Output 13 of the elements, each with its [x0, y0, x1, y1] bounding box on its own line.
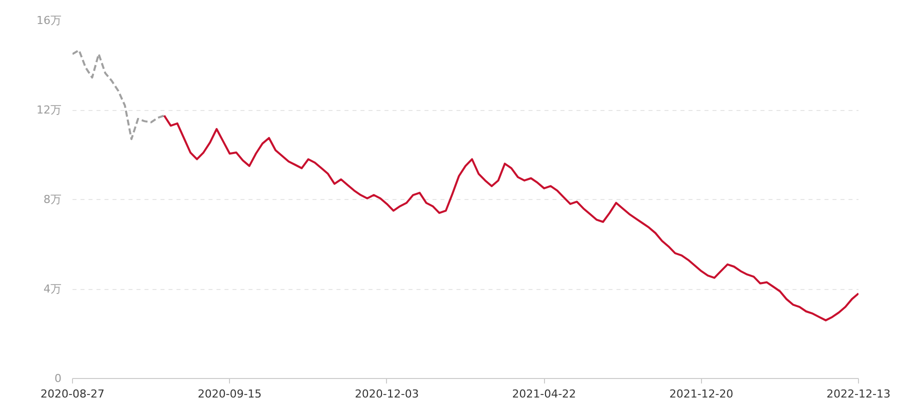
y-tick-label: 0	[54, 372, 62, 385]
line-series	[72, 49, 166, 140]
x-tick-label: 2022-12-13	[826, 388, 890, 400]
y-tick-label: 16万	[36, 14, 62, 27]
x-tick-label: 2020-08-27	[40, 388, 104, 400]
y-tick-label: 4万	[44, 282, 62, 296]
x-tick-label: 2020-09-15	[198, 388, 262, 400]
y-tick-label: 8万	[44, 193, 62, 206]
y-tick-label: 12万	[36, 104, 62, 116]
line-series	[163, 114, 858, 322]
x-tick-label: 2020-12-03	[354, 388, 419, 400]
x-tick-label: 2021-04-22	[512, 388, 576, 400]
x-tick-label: 2021-12-20	[669, 388, 734, 400]
